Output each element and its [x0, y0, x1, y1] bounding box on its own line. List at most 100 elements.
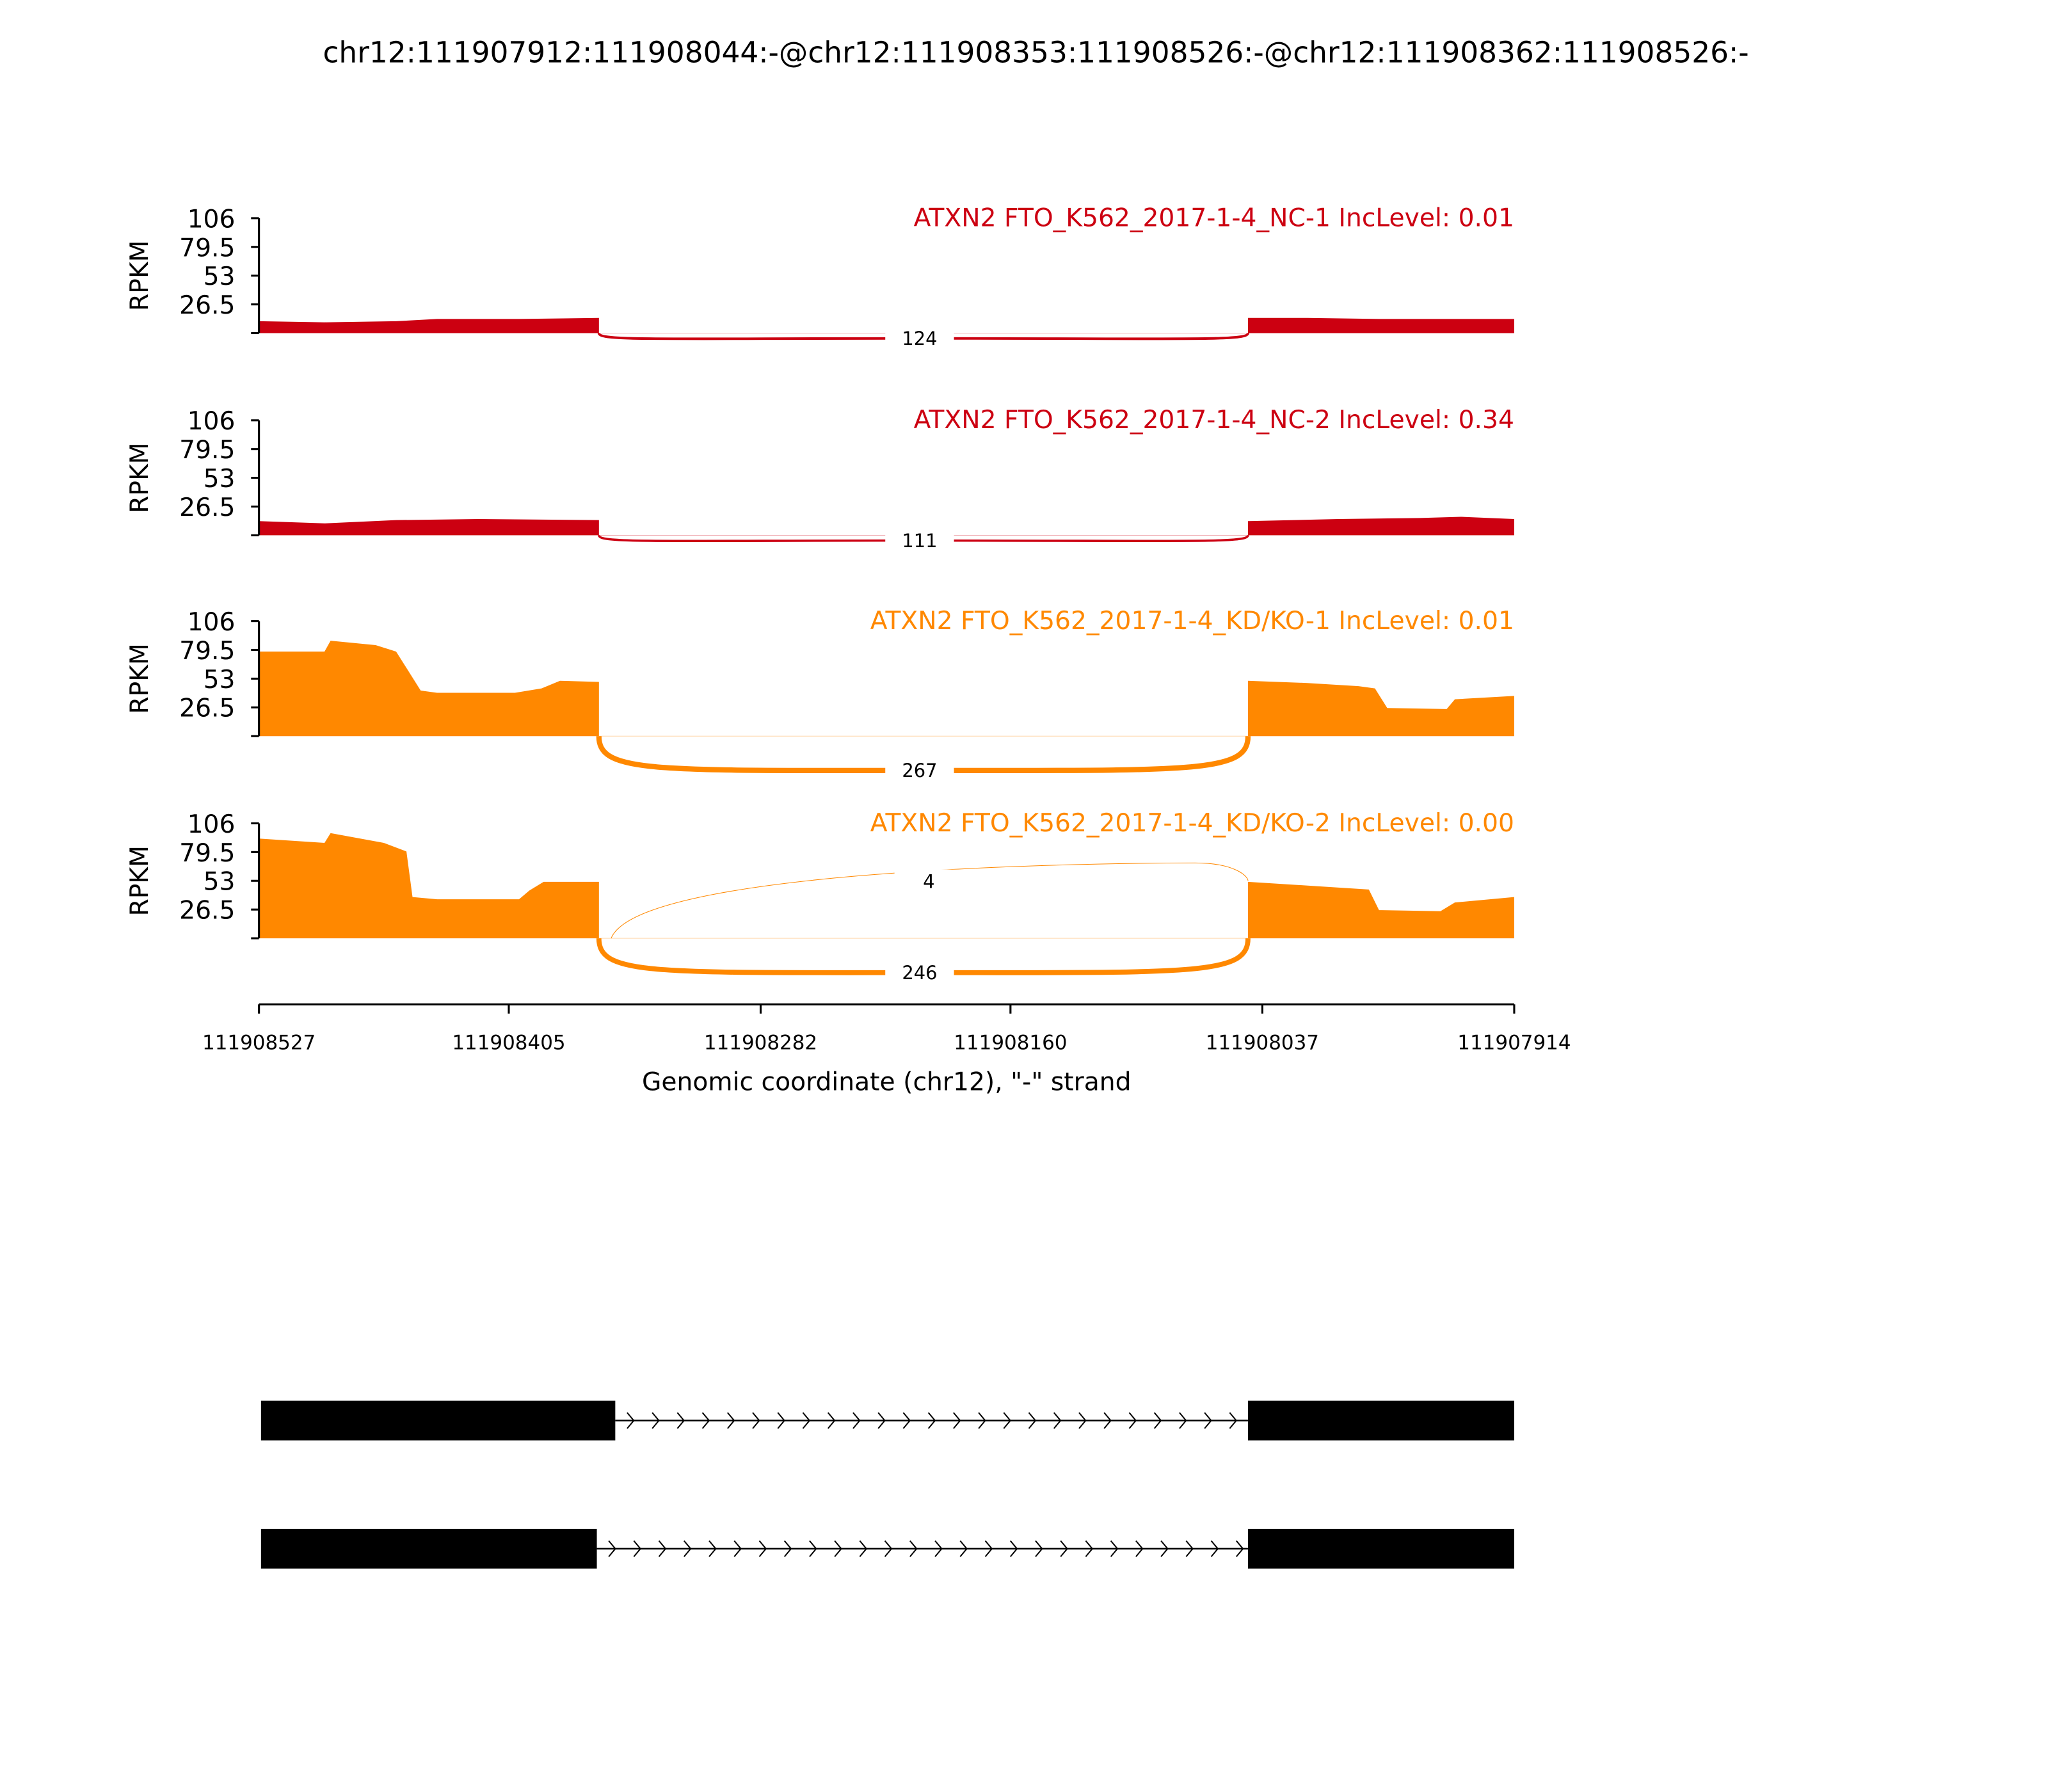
strand-arrow-icon [959, 1540, 968, 1557]
track-label: ATXN2 FTO_K562_2017-1-4_KD/KO-2 IncLevel… [870, 809, 1514, 838]
y-tick-label: 26.5 [179, 897, 235, 925]
strand-arrow-icon [608, 1540, 616, 1557]
track-label: ATXN2 FTO_K562_2017-1-4_NC-2 IncLevel: 0… [914, 406, 1514, 435]
strand-arrow-icon [652, 1412, 660, 1429]
strand-arrow-icon [783, 1540, 792, 1557]
exon-block [260, 1528, 597, 1569]
y-tick-label: 106 [188, 205, 236, 234]
strand-arrow-icon [1060, 1540, 1068, 1557]
y-tick-label: 106 [188, 407, 236, 436]
x-tick-label: 111908527 [202, 1031, 316, 1054]
strand-arrow-icon [902, 1412, 911, 1429]
strand-arrow-icon [684, 1540, 692, 1557]
strand-arrow-icon [978, 1412, 986, 1429]
junction-label-bg [894, 869, 964, 893]
x-tick-label: 111908405 [452, 1031, 565, 1054]
y-tick-label: 53 [204, 666, 236, 694]
x-axis-label: Genomic coordinate (chr12), "-" strand [642, 1068, 1132, 1096]
strand-arrow-icon [633, 1540, 642, 1557]
strand-arrow-icon [1078, 1412, 1087, 1429]
y-tick-label: 79.5 [179, 436, 235, 465]
x-axis: 111908527 111908405 111908282 111908160 1119… [202, 1003, 1571, 1054]
strand-arrow-icon [1128, 1412, 1137, 1429]
y-tick-label: 79.5 [179, 637, 235, 666]
x-tick-label: 111907914 [1457, 1031, 1571, 1054]
strand-arrow-icon [733, 1540, 742, 1557]
exon-block [1248, 1400, 1514, 1441]
coverage-area [1247, 317, 1514, 333]
coverage-area [1247, 881, 1514, 939]
junction-count-label: 4 [923, 871, 934, 893]
strand-arrow-icon [752, 1412, 760, 1429]
y-tick-label: 26.5 [179, 493, 235, 522]
strand-arrow-icon [1035, 1540, 1043, 1557]
strand-arrow-icon [809, 1540, 817, 1557]
strand-arrow-icon [676, 1412, 685, 1429]
y-axis-label: RPKM [125, 643, 154, 714]
y-axis-label: RPKM [125, 240, 154, 310]
chart-title: chr12:111907912:111908044:-@chr12:111908… [323, 35, 1748, 69]
strand-arrow-icon [777, 1412, 785, 1429]
strand-arrow-icon [627, 1412, 635, 1429]
gene-model-1 [260, 1400, 1514, 1441]
strand-arrow-icon [953, 1412, 961, 1429]
junction-label-bg [885, 529, 954, 553]
strand-arrow-icon [1204, 1412, 1212, 1429]
strand-arrow-icon [1085, 1540, 1094, 1557]
strand-arrow-icon [884, 1540, 893, 1557]
strand-arrow-icon [1009, 1540, 1018, 1557]
junction-label-bg [885, 758, 954, 783]
exon-block [260, 1400, 616, 1441]
y-tick-label: 79.5 [179, 234, 235, 262]
x-tick-label: 111908282 [704, 1031, 817, 1054]
y-tick-label: 106 [188, 810, 236, 839]
junction-label-bg [885, 961, 954, 985]
strand-arrow-icon [1153, 1412, 1162, 1429]
coverage-area [259, 833, 599, 939]
y-tick-label: 106 [188, 608, 236, 637]
junction-count-label: 267 [902, 760, 937, 781]
strand-arrow-icon [859, 1540, 868, 1557]
exon-block [1248, 1528, 1514, 1569]
strand-arrow-icon [727, 1412, 735, 1429]
strand-arrow-icon [827, 1412, 836, 1429]
strand-arrow-icon [1103, 1412, 1112, 1429]
y-tick-label: 26.5 [179, 291, 235, 320]
junction-count-label: 124 [902, 328, 937, 349]
strand-arrow-icon [927, 1412, 936, 1429]
junction-label-bg [885, 326, 954, 351]
y-tick-label: 53 [204, 465, 236, 493]
strand-arrow-icon [834, 1540, 842, 1557]
x-tick-label: 111908160 [954, 1031, 1067, 1054]
strand-arrow-icon [1135, 1540, 1144, 1557]
coverage-area [259, 518, 599, 536]
track-label: ATXN2 FTO_K562_2017-1-4_KD/KO-1 IncLevel… [870, 607, 1514, 636]
strand-arrow-icon [701, 1412, 710, 1429]
junction-count-label: 111 [902, 530, 937, 552]
coverage-area [1247, 516, 1514, 536]
strand-arrow-icon [1179, 1412, 1187, 1429]
strand-arrow-icon [708, 1540, 717, 1557]
y-tick-label: 53 [204, 868, 236, 897]
junction-count-label: 246 [902, 962, 937, 984]
strand-arrow-icon [909, 1540, 918, 1557]
strand-arrow-icon [1210, 1540, 1219, 1557]
gene-model-2 [260, 1528, 1514, 1569]
x-tick-label: 111908037 [1206, 1031, 1319, 1054]
strand-arrow-icon [852, 1412, 861, 1429]
coverage-area [259, 641, 599, 737]
strand-arrow-icon [984, 1540, 993, 1557]
y-tick-label: 53 [204, 262, 236, 291]
y-axis-label: RPKM [125, 845, 154, 916]
y-axis-label: RPKM [125, 442, 154, 513]
strand-arrow-icon [1229, 1412, 1238, 1429]
strand-arrow-icon [934, 1540, 943, 1557]
track-label: ATXN2 FTO_K562_2017-1-4_NC-1 IncLevel: 0… [914, 204, 1514, 232]
strand-arrow-icon [802, 1412, 811, 1429]
junction-arc [611, 862, 1249, 939]
